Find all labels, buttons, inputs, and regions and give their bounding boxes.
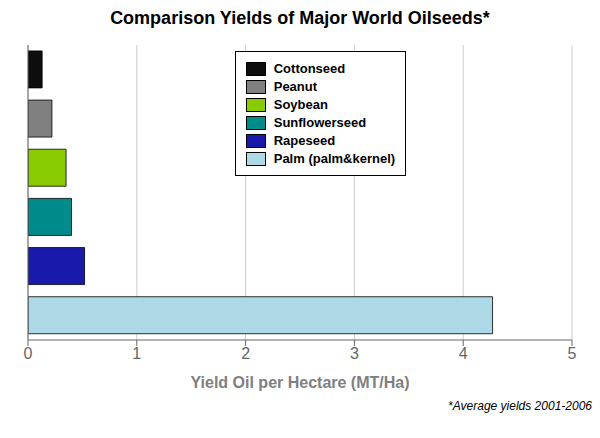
- html-text:Palm (palm&kernel): Palm (palm&kernel): [273, 151, 396, 166]
- html-text:Peanut: Peanut: [273, 79, 318, 94]
- html-text:Soybean: Soybean: [273, 97, 328, 112]
- html-text:Rapeseed: Rapeseed: [273, 133, 336, 148]
- svg-text:5: 5: [568, 345, 577, 362]
- svg-text:2: 2: [241, 345, 250, 362]
- html-text:Sunflowerseed: Sunflowerseed: [273, 115, 367, 130]
- svg-text:0: 0: [24, 345, 33, 362]
- svg-text:3: 3: [350, 345, 359, 362]
- svg-text:4: 4: [459, 345, 468, 362]
- svg-text:1: 1: [132, 345, 141, 362]
- svg-text:Yield Oil per Hectare (MT/Ha): Yield Oil per Hectare (MT/Ha): [190, 374, 409, 391]
- html-text:*Average yields 2001-2006: *Average yields 2001-2006: [448, 399, 592, 413]
- html-text:Cottonseed: Cottonseed: [273, 61, 346, 76]
- html-text:Comparison Yields of Major Wor: Comparison Yields of Major World Oilseed…: [110, 8, 490, 28]
